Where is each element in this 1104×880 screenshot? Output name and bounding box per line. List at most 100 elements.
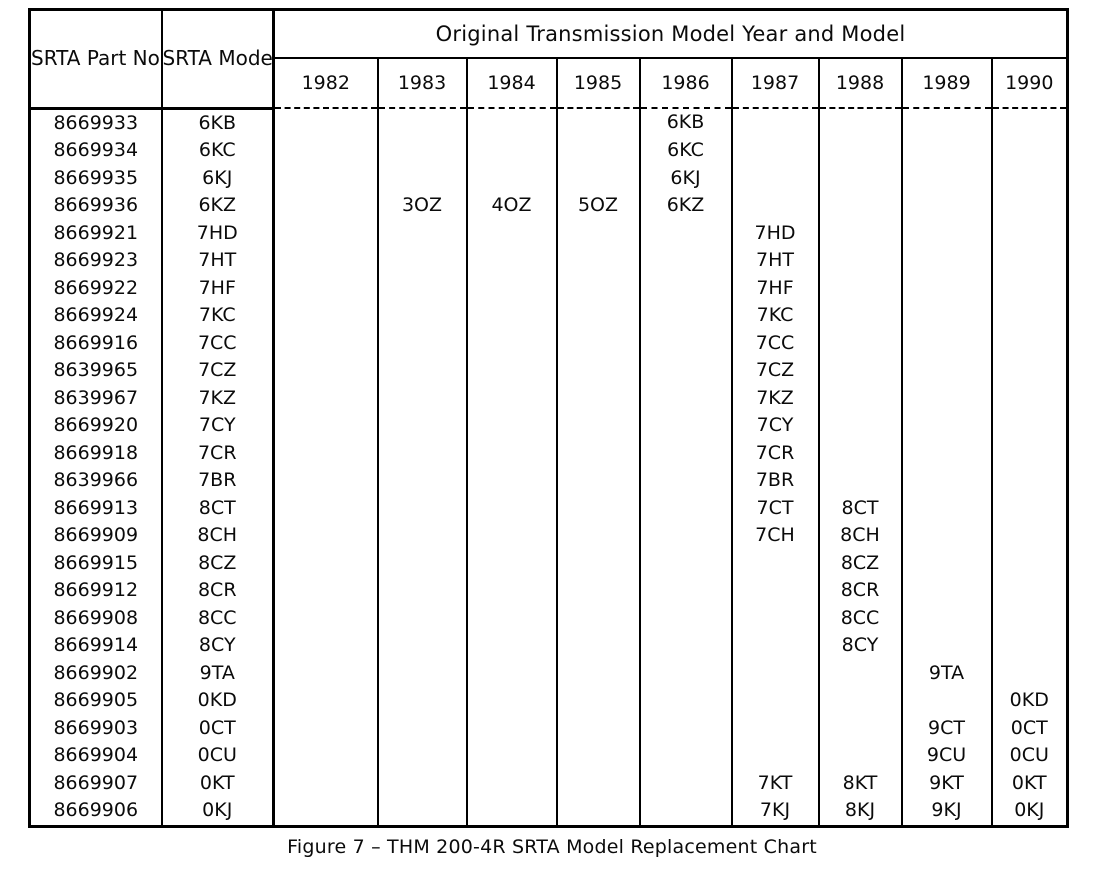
year-cell-1983 [376, 467, 467, 495]
year-cell-1982 [272, 742, 378, 770]
year-cell-1990 [990, 219, 1068, 247]
year-group-header: Original Transmission Model Year and Mod… [271, 9, 1068, 59]
col-header-1990: 1990 [990, 58, 1068, 109]
col-header-1983: 1983 [376, 58, 467, 109]
year-cell-1985 [555, 164, 640, 192]
model-cell: 0KJ [160, 797, 274, 826]
year-cell-1985 [555, 108, 640, 137]
col-header-1989: 1989 [900, 58, 992, 109]
year-cell-1989 [900, 577, 992, 605]
year-cell-1988: 8CR [817, 577, 902, 605]
year-cell-1985 [555, 797, 640, 826]
table-row: 8669916 7CC 7CC [30, 329, 1068, 357]
year-cell-1987 [730, 549, 819, 577]
year-cell-1984 [465, 274, 557, 302]
year-cell-1982 [272, 549, 378, 577]
year-cell-1983 [376, 329, 467, 357]
year-cell-1986: 6KB [638, 108, 732, 137]
table-row: 8669913 8CT 7CT 8CT [30, 494, 1068, 522]
year-cell-1990 [990, 247, 1068, 275]
year-cell-1982 [272, 769, 378, 797]
model-cell: 7HT [160, 247, 274, 275]
year-cell-1986 [638, 797, 732, 826]
year-cell-1988 [817, 412, 902, 440]
year-cell-1987: 7HT [730, 247, 819, 275]
table-row: 8669923 7HT 7HT [30, 247, 1068, 275]
year-cell-1988 [817, 137, 902, 165]
year-cell-1983 [376, 274, 467, 302]
year-cell-1985 [555, 632, 640, 660]
part-no-cell: 8669933 [53, 111, 139, 134]
model-cell: 0CT [160, 714, 274, 742]
year-cell-1982 [272, 439, 378, 467]
year-cell-1982 [272, 659, 378, 687]
year-cell-1989 [900, 357, 992, 385]
year-cell-1985 [555, 522, 640, 550]
year-cell-1987 [730, 659, 819, 687]
year-cell-1985 [555, 302, 640, 330]
year-cell-1983 [376, 164, 467, 192]
part-no-cell: 8669918 [53, 441, 139, 464]
year-cell-1990 [990, 467, 1068, 495]
year-cell-1986: 6KC [638, 137, 732, 165]
table-body: 8669933 6KB 6KB 8669934 6KC 6KC 8669935 6KJ 6KJ 8… [30, 108, 1068, 826]
year-cell-1990 [990, 137, 1068, 165]
year-cell-1984 [465, 494, 557, 522]
table-row: 8669906 0KJ 7KJ 8KJ 9KJ 0KJ [30, 797, 1068, 826]
year-cell-1982 [272, 494, 378, 522]
year-cell-1984 [465, 522, 557, 550]
year-cell-1988 [817, 274, 902, 302]
year-cell-1990: 0KD [990, 687, 1068, 715]
table-row: 8669908 8CC 8CC [30, 604, 1068, 632]
year-cell-1989 [900, 522, 992, 550]
year-cell-1988: 8CZ [817, 549, 902, 577]
year-cell-1983 [376, 247, 467, 275]
model-cell: 6KZ [160, 192, 274, 220]
year-cell-1988: 8CT [817, 494, 902, 522]
year-cell-1983 [376, 108, 467, 137]
year-cell-1986 [638, 274, 732, 302]
year-cell-1986 [638, 577, 732, 605]
year-cell-1984 [465, 247, 557, 275]
table-row: 8669909 8CH 7CH 8CH [30, 522, 1068, 550]
model-cell: 8CC [160, 604, 274, 632]
part-no-cell: 8669903 [53, 716, 139, 739]
year-cell-1985 [555, 137, 640, 165]
year-cell-1989 [900, 302, 992, 330]
year-cell-1987: 7CC [730, 329, 819, 357]
part-no-cell: 8669912 [53, 579, 139, 601]
year-cell-1987 [730, 604, 819, 632]
model-cell: 0KD [160, 687, 274, 715]
year-cell-1990 [990, 274, 1068, 302]
year-cell-1983 [376, 577, 467, 605]
part-no-cell: 8669916 [53, 331, 139, 354]
year-cell-1987: 7CH [730, 522, 819, 550]
part-no-cell: 8669914 [53, 634, 139, 656]
year-cell-1985: 5OZ [555, 192, 640, 220]
model-cell: 7BR [160, 467, 274, 495]
year-cell-1987 [730, 577, 819, 605]
year-cell-1988 [817, 108, 902, 137]
table-row: 8669914 8CY 8CY [30, 632, 1068, 660]
year-cell-1989 [900, 494, 992, 522]
table-row: 8639967 7KZ 7KZ [30, 384, 1068, 412]
year-cell-1987: 7HF [730, 274, 819, 302]
year-cell-1986 [638, 742, 732, 770]
part-no-cell: 8669936 [53, 194, 139, 216]
figure-caption: Figure 7 – THM 200-4R SRTA Model Replace… [287, 836, 817, 858]
table-header: SRTA Part No. SRTA Model Original Transm… [29, 9, 1068, 110]
year-cell-1986 [638, 604, 732, 632]
year-cell-1987: 7KC [730, 302, 819, 330]
year-cell-1986 [638, 467, 732, 495]
year-cell-1982 [272, 192, 378, 220]
year-cell-1989 [900, 137, 992, 165]
model-cell: 9TA [160, 659, 274, 687]
part-no-cell: 8669907 [53, 771, 139, 794]
year-cell-1990 [990, 659, 1068, 687]
year-cell-1988: 8KT [817, 769, 902, 797]
year-cell-1985 [555, 467, 640, 495]
year-cell-1982 [272, 329, 378, 357]
year-cell-1986: 6KZ [638, 192, 732, 220]
col-header-1988: 1988 [817, 58, 902, 109]
